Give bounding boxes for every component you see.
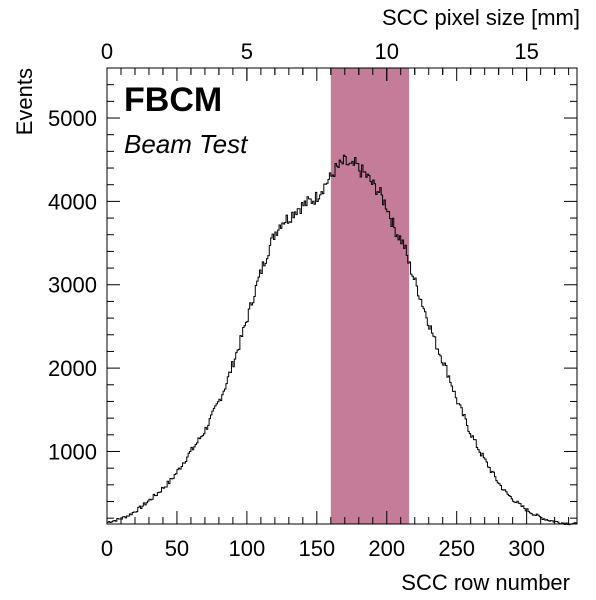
x-axis-title: SCC row number bbox=[401, 570, 570, 595]
chart-title: FBCM bbox=[124, 81, 222, 119]
histogram-series bbox=[107, 154, 577, 526]
x-tick-label: 300 bbox=[508, 536, 545, 561]
x-tick-label: 50 bbox=[165, 536, 189, 561]
y-tick-label: 3000 bbox=[48, 273, 97, 298]
x-tick-label: 150 bbox=[298, 536, 335, 561]
x-tick-label: 0 bbox=[101, 536, 113, 561]
x-tick-label: 250 bbox=[438, 536, 475, 561]
y-tick-label: 1000 bbox=[48, 439, 97, 464]
x2-tick-label: 0 bbox=[101, 39, 113, 64]
x2-tick-label: 5 bbox=[241, 39, 253, 64]
x2-tick-label: 10 bbox=[375, 39, 399, 64]
chart-subtitle: Beam Test bbox=[124, 129, 249, 159]
y-axis-title: Events bbox=[12, 68, 37, 135]
y-tick-label: 2000 bbox=[48, 356, 97, 381]
y-tick-label: 4000 bbox=[48, 189, 97, 214]
histogram-line bbox=[107, 154, 577, 526]
axis-tick-labels: 0 50 100 150 200 250 3000 5 10 151000200030004000… bbox=[48, 39, 545, 561]
axis-ticks bbox=[106, 67, 577, 524]
plot-frame bbox=[106, 67, 578, 525]
x-tick-label: 200 bbox=[368, 536, 405, 561]
x2-axis-title: SCC pixel size [mm] bbox=[382, 5, 580, 30]
y-tick-label: 5000 bbox=[48, 106, 97, 131]
highlight-band bbox=[330, 68, 410, 524]
x2-tick-label: 15 bbox=[514, 39, 538, 64]
x-tick-label: 100 bbox=[229, 536, 266, 561]
